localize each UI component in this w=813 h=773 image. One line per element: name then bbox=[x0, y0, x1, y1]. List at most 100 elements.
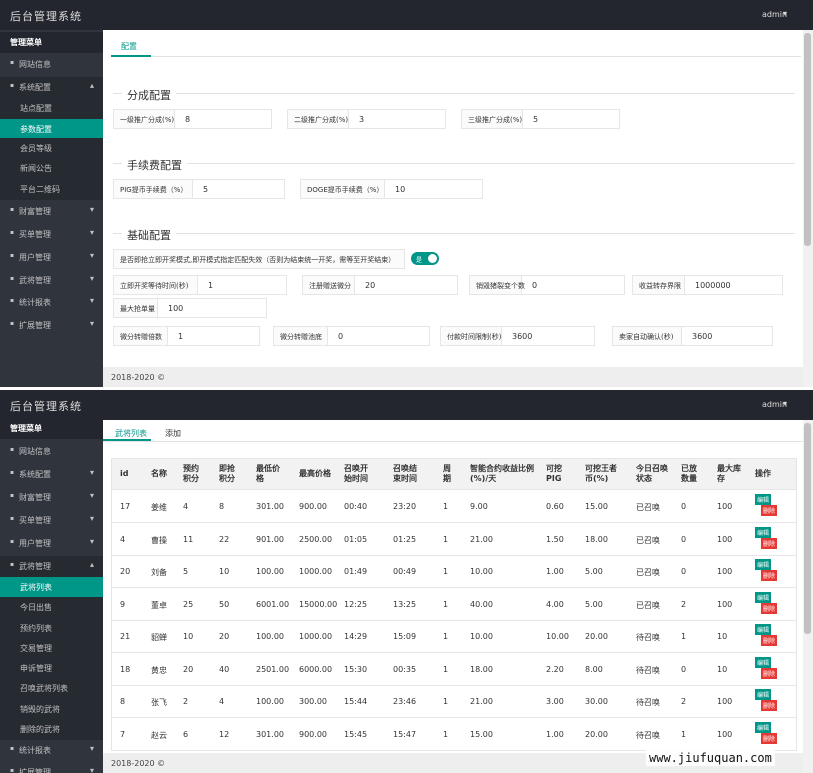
edit-button[interactable]: 编辑 bbox=[755, 656, 772, 668]
field-value[interactable]: 3600 bbox=[692, 332, 713, 341]
menu-row[interactable] bbox=[0, 98, 103, 119]
user-menu[interactable]: admin bbox=[762, 10, 788, 19]
field-value[interactable]: 1 bbox=[208, 281, 214, 290]
tab[interactable]: 配置 bbox=[121, 42, 137, 51]
menu-row[interactable] bbox=[0, 247, 103, 268]
menu-row[interactable] bbox=[0, 201, 103, 222]
menu-row[interactable] bbox=[0, 270, 103, 291]
menu-row[interactable] bbox=[0, 119, 103, 140]
menu-item[interactable]: 销毁的武将 bbox=[20, 705, 60, 714]
menu-item[interactable]: 交易管理 bbox=[20, 644, 52, 653]
delete-button[interactable]: 删除 bbox=[761, 732, 778, 744]
menu-item[interactable]: 统计报表 bbox=[19, 298, 51, 307]
delete-button[interactable]: 删除 bbox=[761, 667, 778, 679]
field-value[interactable]: 0 bbox=[338, 332, 344, 341]
field-value[interactable]: 5 bbox=[533, 115, 539, 124]
menu-row[interactable] bbox=[0, 618, 103, 639]
field-value[interactable]: 0 bbox=[532, 281, 538, 290]
tab-active[interactable] bbox=[103, 423, 151, 441]
menu-item[interactable]: 财富管理 bbox=[19, 207, 51, 216]
menu-row[interactable] bbox=[0, 597, 103, 618]
menu-row[interactable] bbox=[0, 556, 103, 577]
menu-item[interactable]: 申诉管理 bbox=[20, 664, 52, 673]
menu-row[interactable] bbox=[0, 292, 103, 313]
delete-button[interactable]: 删除 bbox=[761, 602, 778, 614]
menu-row[interactable] bbox=[0, 487, 103, 508]
menu-item[interactable]: 删除的武将 bbox=[20, 725, 60, 734]
menu-row[interactable] bbox=[0, 315, 103, 336]
menu-item[interactable]: 扩展管理 bbox=[19, 768, 51, 773]
cell: 20 bbox=[183, 664, 194, 674]
field-value[interactable]: 5 bbox=[203, 185, 209, 194]
delete-button[interactable]: 删除 bbox=[761, 700, 778, 711]
menu-item[interactable]: 买单管理 bbox=[19, 230, 51, 239]
menu-item[interactable]: 武将管理 bbox=[19, 562, 51, 571]
menu-item[interactable]: 系统配置 bbox=[19, 470, 51, 479]
menu-row[interactable] bbox=[0, 510, 103, 531]
edit-button[interactable]: 编辑 bbox=[755, 591, 772, 603]
menu-row[interactable] bbox=[0, 464, 103, 485]
menu-row[interactable] bbox=[0, 158, 103, 179]
menu-row[interactable] bbox=[0, 77, 103, 98]
tab-active[interactable] bbox=[111, 38, 151, 57]
menu-item[interactable]: 平台二维码 bbox=[20, 185, 60, 194]
menu-item[interactable]: 用户管理 bbox=[19, 539, 51, 548]
menu-item[interactable]: 网站信息 bbox=[19, 60, 51, 69]
edit-button[interactable]: 编辑 bbox=[755, 689, 772, 700]
menu-item[interactable]: 参数配置 bbox=[20, 125, 52, 134]
menu-row[interactable] bbox=[0, 658, 103, 679]
menu-item[interactable]: 今日出售 bbox=[20, 603, 52, 612]
menu-item[interactable]: 财富管理 bbox=[19, 493, 51, 502]
delete-button[interactable]: 删除 bbox=[761, 570, 778, 581]
menu-row[interactable] bbox=[0, 577, 103, 598]
edit-button[interactable]: 编辑 bbox=[755, 721, 772, 733]
edit-button[interactable]: 编辑 bbox=[755, 526, 772, 538]
menu-row[interactable] bbox=[0, 224, 103, 245]
menu-item[interactable]: 统计报表 bbox=[19, 746, 51, 755]
menu-row[interactable] bbox=[0, 179, 103, 200]
delete-button[interactable]: 删除 bbox=[761, 537, 778, 549]
field-value[interactable]: 20 bbox=[365, 281, 376, 290]
field-label-bg bbox=[461, 109, 523, 129]
tab[interactable]: 添加 bbox=[165, 429, 181, 438]
menu-row[interactable] bbox=[0, 678, 103, 699]
menu-row[interactable] bbox=[0, 441, 103, 462]
menu-row[interactable] bbox=[0, 699, 103, 720]
field-value[interactable]: 8 bbox=[185, 115, 191, 124]
edit-button[interactable]: 编辑 bbox=[755, 624, 772, 635]
menu-item[interactable]: 扩展管理 bbox=[19, 321, 51, 330]
menu-row[interactable] bbox=[0, 533, 103, 554]
menu-row[interactable] bbox=[0, 762, 103, 773]
menu-row[interactable] bbox=[0, 54, 103, 75]
menu-item[interactable]: 用户管理 bbox=[19, 253, 51, 262]
delete-button[interactable]: 删除 bbox=[761, 635, 778, 646]
edit-button[interactable]: 编辑 bbox=[755, 494, 772, 505]
column-header: 操作 bbox=[755, 469, 771, 478]
menu-row[interactable] bbox=[0, 138, 103, 159]
menu-row[interactable] bbox=[0, 740, 103, 761]
field-value[interactable]: 3 bbox=[359, 115, 365, 124]
menu-row[interactable] bbox=[0, 719, 103, 740]
field-value[interactable]: 3600 bbox=[512, 332, 533, 341]
menu-item[interactable]: 预约列表 bbox=[20, 624, 52, 633]
field-value[interactable]: 100 bbox=[168, 304, 184, 313]
menu-item[interactable]: 新闻公告 bbox=[20, 164, 52, 173]
delete-button[interactable]: 删除 bbox=[761, 505, 778, 516]
cell: 14:29 bbox=[344, 632, 368, 641]
column-header: 最低价格 bbox=[256, 464, 280, 483]
menu-item[interactable]: 系统配置 bbox=[19, 83, 51, 92]
field-value[interactable]: 1000000 bbox=[695, 281, 731, 290]
menu-row[interactable] bbox=[0, 638, 103, 659]
field-value[interactable]: 1 bbox=[178, 332, 184, 341]
menu-item[interactable]: 网站信息 bbox=[19, 447, 51, 456]
menu-item[interactable]: 会员等级 bbox=[20, 144, 52, 153]
menu-item[interactable]: 武将列表 bbox=[20, 583, 52, 592]
menu-item[interactable]: 站点配置 bbox=[20, 104, 52, 113]
menu-item[interactable]: 召唤武将列表 bbox=[20, 684, 68, 693]
tab[interactable]: 武将列表 bbox=[115, 429, 147, 438]
user-menu[interactable]: admin bbox=[762, 400, 788, 409]
menu-item[interactable]: 武将管理 bbox=[19, 276, 51, 285]
field-value[interactable]: 10 bbox=[395, 185, 406, 194]
menu-item[interactable]: 买单管理 bbox=[19, 516, 51, 525]
edit-button[interactable]: 编辑 bbox=[755, 559, 772, 570]
